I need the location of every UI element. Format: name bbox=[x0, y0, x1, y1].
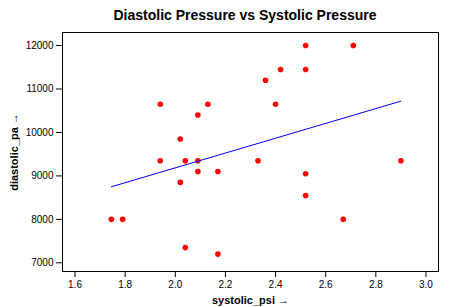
svg-text:11000: 11000 bbox=[26, 83, 54, 94]
svg-text:2.6: 2.6 bbox=[319, 279, 333, 290]
svg-text:diastolic_pa →: diastolic_pa → bbox=[8, 113, 20, 191]
svg-text:systolic_psi →: systolic_psi → bbox=[212, 294, 289, 306]
svg-text:2.4: 2.4 bbox=[269, 279, 283, 290]
svg-text:1.6: 1.6 bbox=[68, 279, 82, 290]
svg-text:2.8: 2.8 bbox=[369, 279, 383, 290]
svg-text:2.2: 2.2 bbox=[218, 279, 232, 290]
svg-text:1.8: 1.8 bbox=[118, 279, 132, 290]
svg-text:12000: 12000 bbox=[26, 40, 54, 51]
svg-text:3.0: 3.0 bbox=[419, 279, 433, 290]
svg-text:8000: 8000 bbox=[31, 214, 54, 225]
svg-text:2.0: 2.0 bbox=[168, 279, 182, 290]
svg-text:10000: 10000 bbox=[26, 127, 54, 138]
html-text:Diastolic Pressure vs Systolic: Diastolic Pressure vs Systolic Pressure bbox=[113, 7, 377, 23]
svg-text:9000: 9000 bbox=[31, 170, 54, 181]
svg-text:7000: 7000 bbox=[31, 257, 54, 268]
